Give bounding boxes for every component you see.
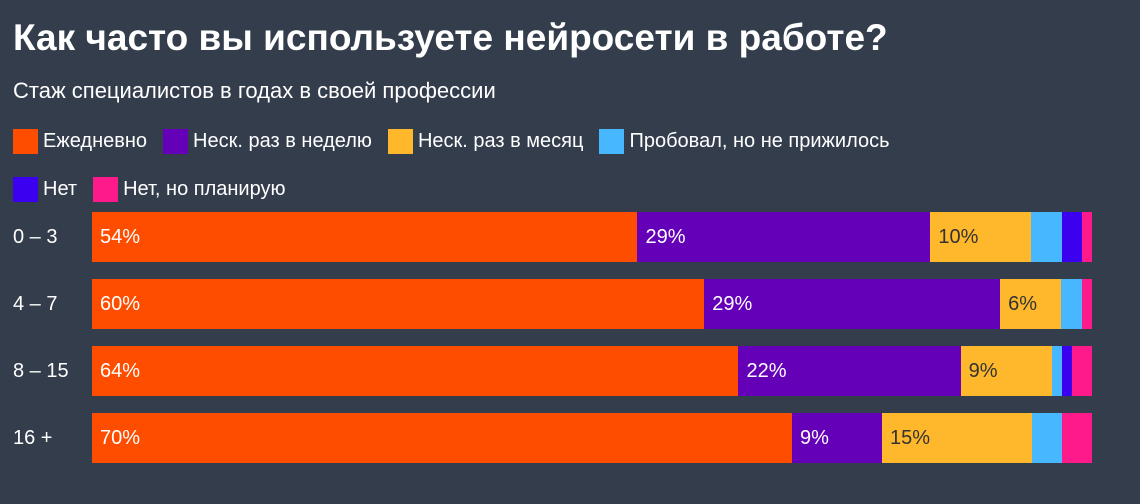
legend-item: Неск. раз в неделю [163,127,372,155]
data-label: 22% [746,360,787,382]
legend-swatch [387,128,413,154]
legend-item: Ежедневно [13,127,147,155]
bar-segment [1061,212,1082,262]
data-label: 60% [100,293,141,315]
bar-segment: 9% [792,413,882,463]
legend-label: Пробовал, но не прижилось [629,129,890,152]
bar-segment [1031,212,1062,262]
bar-segment: 22% [738,346,961,396]
legend-label: Нет [43,177,78,200]
legend-swatch [599,128,625,154]
category-label: 0 – 3 [13,226,58,248]
bar-segment: 6% [1000,279,1062,329]
legend-label: Ежедневно [43,129,148,152]
bar-segment [1061,346,1072,396]
legend-swatch [13,176,38,202]
data-label: 9% [968,360,998,382]
data-label: 29% [712,293,753,315]
bar-segment [1051,346,1062,396]
bar-segment: 9% [960,346,1052,396]
bar-segment: 54% [92,212,638,262]
chart-title: Как часто вы используете нейросети в раб… [13,17,888,58]
data-label: 10% [938,226,979,248]
bar-segment [1062,413,1092,463]
bar-segment: 10% [930,212,1032,262]
legend-item: Нет [13,175,77,203]
data-label: 64% [100,360,141,382]
category-label: 4 – 7 [13,293,58,315]
stacked-bar: 60% 29% 6% [92,279,1092,329]
stacked-bar: 64% 22% 9% [92,346,1092,396]
bar-segment [1032,413,1062,463]
legend-label: Нет, но планирую [123,177,286,200]
legend-swatch [163,128,189,154]
data-label: 6% [1008,293,1038,315]
stacked-bar: 70% 9% 15% [92,413,1092,463]
bar-segment: 70% [92,413,792,463]
bar-segment: 29% [637,212,931,262]
legend-label: Неск. раз в месяц [417,129,584,152]
bar-segment: 15% [882,413,1032,463]
legend-item: Нет, но планирую [93,175,285,203]
category-label: 8 – 15 [13,360,69,382]
bar-segment [1081,212,1092,262]
category-label: 16 + [13,427,53,449]
bar-segment [1081,279,1092,329]
chart-subtitle: Стаж специалистов в годах в своей профес… [13,78,496,103]
stacked-bar: 54% 29% 10% [92,212,1092,262]
legend-swatch [93,176,119,202]
legend-label: Неск. раз в неделю [193,129,372,152]
legend-item: Неск. раз в месяц [387,127,584,155]
data-label: 54% [100,226,141,248]
bar-segment [1061,279,1082,329]
bar-segment: 60% [92,279,705,329]
legend: Ежедневно Неск. раз в неделю Неск. раз в м… [13,127,1123,203]
bar-segment: 64% [92,346,739,396]
data-label: 29% [645,226,686,248]
bar-segment [1071,346,1092,396]
data-label: 9% [800,427,829,449]
data-label: 15% [890,427,931,449]
legend-item: Пробовал, но не прижилось [599,127,890,155]
legend-swatch [13,128,38,154]
bar-segment: 29% [704,279,1001,329]
data-label: 70% [100,427,141,449]
